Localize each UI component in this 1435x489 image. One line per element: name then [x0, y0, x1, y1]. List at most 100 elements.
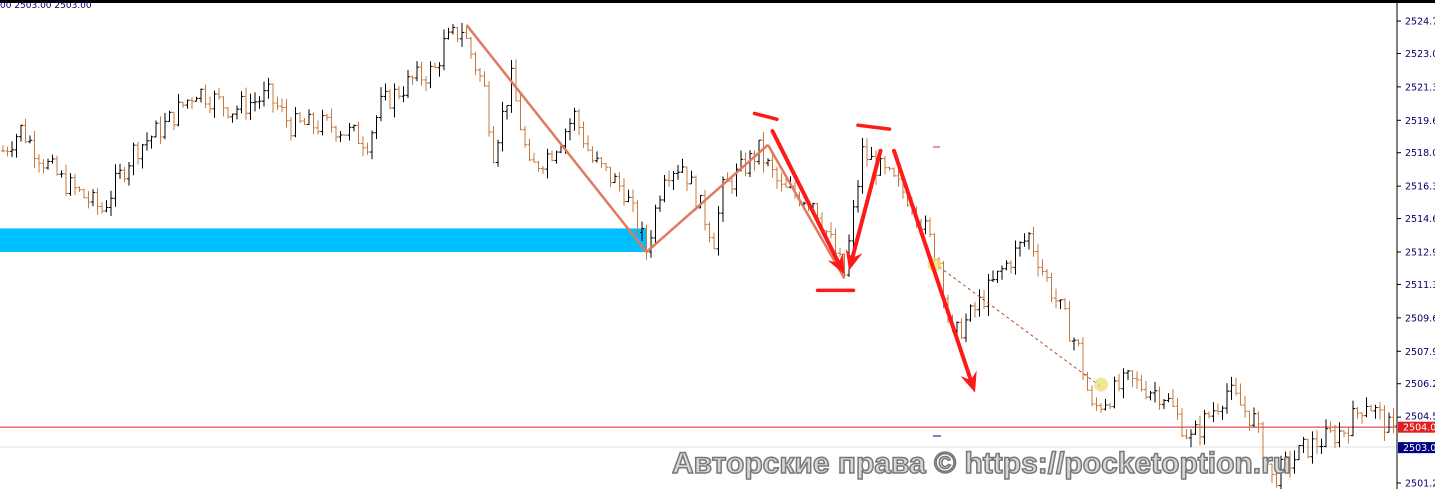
candle: [199, 88, 203, 103]
candle: [536, 161, 541, 172]
candle: [1211, 402, 1216, 423]
candle: [311, 112, 316, 135]
candle: [464, 27, 469, 39]
candle: [617, 171, 622, 192]
candle: [410, 75, 415, 85]
candle: [343, 134, 347, 136]
y-tick-label: 2521.35: [1405, 82, 1435, 93]
candle: [383, 83, 388, 101]
candle: [1135, 371, 1139, 389]
candle: [1342, 430, 1346, 438]
candle: [122, 167, 127, 183]
candle: [352, 124, 356, 132]
candle: [284, 98, 289, 128]
candle: [1328, 421, 1333, 433]
candle: [478, 67, 482, 82]
candle: [1000, 265, 1004, 280]
candle: [163, 112, 167, 140]
candle: [671, 171, 676, 190]
candle: [608, 166, 613, 187]
candle: [1112, 376, 1117, 409]
candle: [856, 180, 860, 213]
candle: [469, 36, 473, 59]
candle: [10, 141, 14, 158]
candle: [491, 125, 496, 164]
candle: [1324, 419, 1328, 448]
candle: [235, 105, 239, 120]
candle: [626, 189, 631, 203]
candle: [100, 202, 104, 214]
candle: [968, 304, 973, 322]
candle: [298, 111, 302, 123]
candle: [851, 199, 856, 250]
candle: [649, 230, 653, 258]
window-top-border: [0, 0, 1435, 3]
candle: [784, 178, 788, 188]
candle: [293, 107, 298, 138]
candle: [1045, 268, 1049, 282]
candle: [1108, 402, 1112, 410]
candle: [154, 120, 158, 138]
candle: [676, 165, 680, 180]
candle: [1090, 385, 1094, 407]
y-tick-label: 2524.70: [1405, 17, 1435, 28]
candle: [1193, 420, 1198, 435]
candle: [446, 27, 451, 40]
trendline: [465, 24, 648, 253]
candle: [289, 116, 293, 141]
candle: [775, 166, 779, 189]
candle: [572, 107, 577, 131]
candle: [1297, 445, 1301, 461]
candle: [541, 166, 545, 174]
candle: [203, 84, 208, 109]
candle: [752, 150, 757, 171]
candle: [685, 166, 689, 192]
candle: [104, 200, 109, 213]
candle: [613, 173, 617, 184]
candle: [532, 152, 536, 163]
candle: [1387, 412, 1391, 433]
candle: [991, 270, 995, 283]
candle: [604, 162, 608, 172]
candle: [1351, 400, 1355, 437]
level-dash: [856, 123, 892, 131]
trendline: [766, 144, 846, 280]
candle: [392, 83, 397, 118]
candle: [1018, 241, 1022, 257]
candle: [500, 101, 505, 152]
candle: [1346, 427, 1351, 444]
candle: [509, 59, 514, 113]
candle: [748, 150, 752, 177]
candle: [1216, 403, 1220, 415]
candle: [1189, 429, 1193, 448]
candle: [1337, 422, 1342, 448]
candle: [86, 191, 91, 209]
candle: [779, 172, 784, 192]
candle: [680, 158, 685, 174]
candle: [82, 188, 86, 199]
candle: [716, 206, 721, 256]
candle: [1085, 371, 1090, 391]
candle: [928, 217, 932, 238]
candle: [1364, 397, 1369, 418]
candle: [482, 71, 487, 87]
candle: [1162, 398, 1166, 410]
candle: [1369, 404, 1373, 412]
highlight-marker: [1094, 377, 1108, 392]
candle: [662, 174, 667, 203]
candle: [401, 86, 406, 103]
candle: [554, 150, 559, 164]
candle: [253, 92, 257, 112]
price-label: 2503.00: [1403, 443, 1435, 454]
candle: [1036, 243, 1040, 277]
candle: [1013, 240, 1018, 275]
candle: [766, 158, 770, 167]
candle: [1184, 429, 1189, 440]
support-zone: [0, 228, 647, 253]
candle: [406, 69, 410, 99]
candle: [887, 166, 892, 171]
candle: [41, 159, 46, 174]
candle: [113, 164, 118, 207]
candle: [581, 121, 586, 148]
